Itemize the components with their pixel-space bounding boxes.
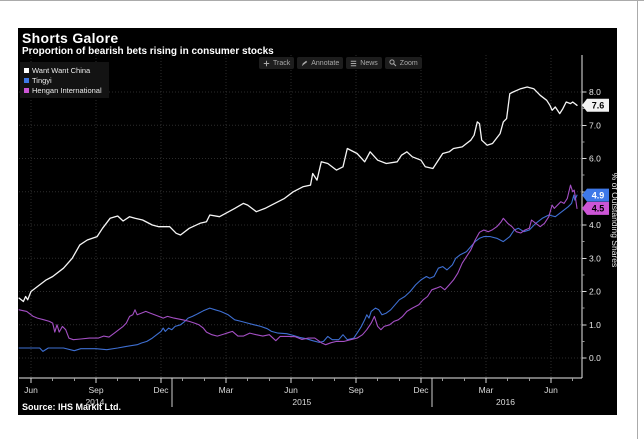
y-axis-title: % of Outstanding Shares: [610, 173, 620, 268]
legend-item-hengan-international: Hengan International: [24, 85, 102, 95]
y-tick-label: 4.0: [589, 220, 601, 230]
x-tick-label: Dec: [413, 385, 429, 395]
chart-toolbar: Track Annotate News Zoom: [259, 57, 422, 69]
end-value-badge-label: 7.6: [592, 101, 605, 111]
legend-swatch-hengan-international: [24, 87, 29, 93]
x-tick-label: Jun: [544, 385, 558, 395]
series-line-hengan-international: [18, 184, 578, 346]
legend-label-tingyi: Tingyi: [32, 75, 52, 85]
legend-swatch-tingyi: [24, 77, 29, 83]
legend-label-want-want-china: Want Want China: [32, 65, 91, 75]
frame-top-border: [0, 0, 644, 1]
y-tick-label: 2.0: [589, 287, 601, 297]
zoom-button[interactable]: Zoom: [384, 57, 422, 69]
track-button[interactable]: Track: [259, 57, 295, 69]
annotate-button[interactable]: Annotate: [297, 57, 344, 69]
page-subtitle: Proportion of bearish bets rising in con…: [22, 46, 274, 57]
page-title: Shorts Galore: [22, 30, 119, 46]
news-button-label: News: [360, 59, 378, 67]
end-value-badge-tingyi: [582, 188, 609, 202]
pencil-icon: [302, 60, 308, 66]
y-tick-label: 8.0: [589, 87, 601, 97]
legend-label-hengan-international: Hengan International: [32, 85, 102, 95]
end-value-badge-label: 4.9: [592, 190, 605, 200]
x-tick-label: Dec: [153, 385, 169, 395]
chart-legend: Want Want China Tingyi Hengan Internatio…: [20, 62, 109, 98]
legend-swatch-want-want-china: [24, 67, 29, 73]
zoom-button-label: Zoom: [399, 59, 418, 67]
x-tick-label: Sep: [88, 385, 103, 395]
track-button-label: Track: [273, 59, 291, 67]
magnifier-icon: [389, 59, 397, 67]
end-value-badge-hengan-international: [582, 201, 609, 215]
y-tick-label: 6.0: [589, 154, 601, 164]
news-icon: [351, 60, 357, 66]
source-note: Source: IHS Markit Ltd.: [22, 402, 122, 412]
y-tick-label: 1.0: [589, 320, 601, 330]
x-tick-label: Jun: [284, 385, 298, 395]
legend-item-want-want-china: Want Want China: [24, 65, 102, 75]
y-tick-label: 7.0: [589, 120, 601, 130]
end-value-badge-label: 4.5: [592, 204, 605, 214]
frame-right-border: [637, 0, 638, 439]
year-label: 2015: [292, 397, 311, 407]
x-tick-label: Sep: [348, 385, 363, 395]
legend-item-tingyi: Tingyi: [24, 75, 102, 85]
x-tick-label: Mar: [219, 385, 234, 395]
y-tick-label: 0.0: [589, 353, 601, 363]
x-tick-label: Mar: [479, 385, 494, 395]
y-tick-label: 3.0: [589, 253, 601, 263]
annotate-button-label: Annotate: [311, 59, 340, 67]
year-label: 2016: [496, 397, 515, 407]
year-label: 2014: [85, 397, 104, 407]
news-button[interactable]: News: [346, 57, 382, 69]
plus-icon: [263, 60, 270, 66]
series-line-tingyi: [18, 194, 578, 352]
end-value-badge-want-want-china: [582, 98, 609, 112]
x-tick-label: Jun: [24, 385, 38, 395]
series-line-want-want-china: [18, 86, 578, 303]
